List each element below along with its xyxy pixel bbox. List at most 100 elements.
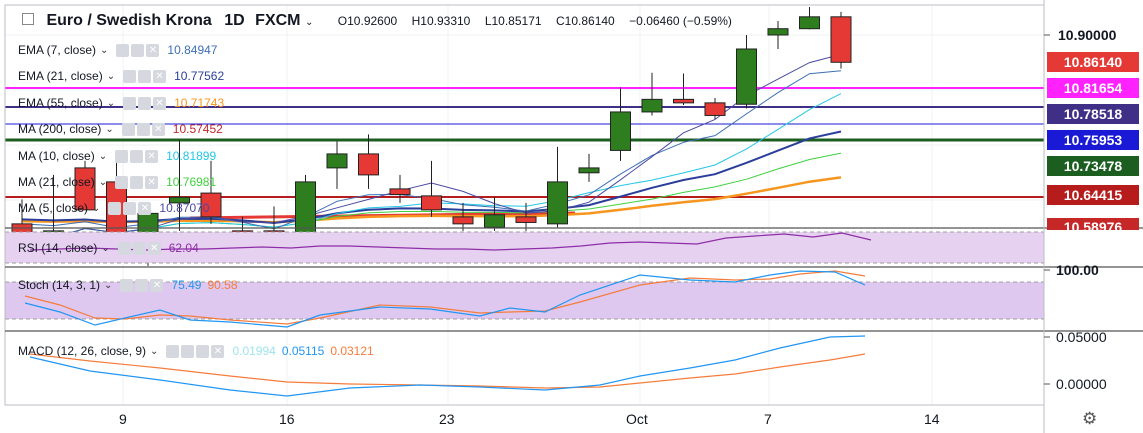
close-icon[interactable]: ✕ bbox=[150, 278, 164, 292]
eye-icon[interactable] bbox=[116, 43, 130, 57]
candle-body bbox=[547, 181, 568, 225]
candle-body bbox=[200, 192, 222, 218]
macd-signal-value: 0.03121 bbox=[330, 344, 374, 358]
collapse-icon[interactable] bbox=[22, 13, 34, 25]
gear-icon[interactable] bbox=[135, 278, 149, 292]
legend-ma200[interactable]: MA (200, close) ⌄ ✕ 10.57452 bbox=[18, 122, 223, 136]
legend-label: MA (10, close) bbox=[18, 149, 95, 163]
time-label: Oct bbox=[626, 411, 648, 427]
gear-icon[interactable] bbox=[136, 122, 150, 136]
eye-icon[interactable] bbox=[115, 149, 129, 163]
close-icon[interactable]: ✕ bbox=[146, 43, 160, 57]
candle-body bbox=[484, 214, 505, 228]
candle-body bbox=[830, 16, 852, 63]
chevron-down-icon[interactable]: ⌄ bbox=[150, 345, 159, 357]
candle-body bbox=[610, 111, 631, 151]
rsi-band bbox=[5, 232, 1044, 263]
open-value: O10.92600 bbox=[337, 14, 398, 28]
close-icon[interactable]: ✕ bbox=[151, 122, 165, 136]
price-badge-extra: 10.58976 bbox=[1047, 218, 1139, 230]
interval-label[interactable]: 1D bbox=[224, 12, 245, 29]
rsi-line bbox=[29, 232, 872, 251]
time-label: 7 bbox=[764, 411, 772, 427]
candle-body bbox=[421, 195, 442, 211]
chevron-down-icon[interactable]: ⌄ bbox=[106, 97, 116, 109]
close-icon[interactable]: ✕ bbox=[147, 241, 161, 255]
chart-header: Euro / Swedish Krona 1D FXCM ⌄ O10.92600… bbox=[22, 12, 732, 30]
price-badge-ema7: 10.81654 bbox=[1047, 78, 1139, 98]
legend-label: MA (200, close) bbox=[18, 122, 102, 136]
gear-icon[interactable] bbox=[138, 69, 152, 83]
symbol-title[interactable]: Euro / Swedish Krona bbox=[46, 12, 212, 29]
legend-ma10[interactable]: MA (10, close) ⌄ ✕ 10.81899 bbox=[18, 149, 216, 163]
stoch-d-line bbox=[24, 270, 866, 325]
eye-icon[interactable] bbox=[108, 201, 122, 215]
eye-icon[interactable] bbox=[123, 96, 137, 110]
eye-icon[interactable] bbox=[123, 69, 137, 83]
legend-value: 10.87070 bbox=[159, 201, 210, 215]
chevron-down-icon[interactable]: ⌄ bbox=[98, 150, 108, 162]
gear-icon[interactable] bbox=[130, 175, 144, 189]
close-icon[interactable]: ✕ bbox=[138, 201, 152, 215]
eye-icon[interactable] bbox=[115, 175, 129, 189]
macd-signal-line bbox=[29, 353, 866, 389]
gear-icon[interactable] bbox=[130, 149, 144, 163]
legend-rsi[interactable]: RSI (14, close) ⌄ ✕ 62.04 bbox=[18, 241, 199, 255]
chevron-down-icon[interactable]: ⌄ bbox=[98, 176, 108, 188]
eye-icon[interactable] bbox=[117, 241, 131, 255]
stoch-d-value: 90.58 bbox=[207, 278, 238, 292]
candle-body bbox=[641, 98, 663, 113]
legend-ma21[interactable]: MA (21, close) ⌄ ✕ 10.76981 bbox=[18, 175, 216, 189]
candle-body bbox=[389, 188, 411, 195]
chevron-down-icon[interactable]: ⌄ bbox=[304, 17, 314, 28]
stoch-pane bbox=[5, 270, 1044, 328]
eye-icon[interactable] bbox=[120, 278, 134, 292]
close-icon[interactable]: ✕ bbox=[153, 96, 167, 110]
stoch-k-line bbox=[24, 270, 866, 328]
legend-value: 10.71743 bbox=[174, 96, 225, 110]
chevron-down-icon[interactable]: ⌄ bbox=[106, 70, 116, 82]
close-icon[interactable]: ✕ bbox=[145, 149, 159, 163]
candle-body bbox=[704, 102, 726, 116]
close-icon[interactable]: ✕ bbox=[145, 175, 159, 189]
chevron-down-icon[interactable]: ⌄ bbox=[101, 242, 110, 254]
macd-tick-upper: 0.05000 bbox=[1056, 329, 1107, 345]
stoch-tick: 100.00 bbox=[1056, 262, 1099, 278]
legend-stoch[interactable]: Stoch (14, 3, 1) ⌄ ✕ 75.49 90.58 bbox=[18, 278, 238, 292]
chevron-down-icon[interactable]: ⌄ bbox=[92, 202, 101, 214]
gear-icon[interactable] bbox=[123, 201, 137, 215]
stoch-band bbox=[5, 282, 1044, 319]
gear-icon[interactable] bbox=[132, 241, 146, 255]
chevron-down-icon[interactable]: ⌄ bbox=[100, 44, 109, 56]
price-badge-ma21: 10.75953 bbox=[1047, 130, 1139, 150]
legend-ma5[interactable]: MA (5, close) ⌄ ✕ 10.87070 bbox=[18, 201, 209, 215]
chevron-down-icon[interactable]: ⌄ bbox=[104, 279, 113, 291]
code-icon[interactable] bbox=[196, 344, 210, 358]
legend-ema7[interactable]: EMA (7, close) ⌄ ✕ 10.84947 bbox=[18, 43, 217, 57]
grid bbox=[5, 5, 1044, 405]
price-badge-ma200: 10.64415 bbox=[1047, 185, 1139, 205]
price-tick: 10.90000 bbox=[1058, 27, 1117, 43]
chevron-down-icon[interactable]: ⌄ bbox=[105, 123, 114, 135]
gear-icon[interactable] bbox=[131, 43, 145, 57]
settings-gear-icon[interactable]: ⚙ bbox=[1082, 409, 1098, 428]
eye-icon[interactable] bbox=[121, 122, 135, 136]
pane-frames bbox=[4, 0, 1143, 433]
close-icon[interactable]: ✕ bbox=[153, 69, 167, 83]
candle-body bbox=[452, 216, 474, 225]
macd-line bbox=[29, 335, 866, 397]
low-value: L10.85171 bbox=[484, 14, 542, 28]
gear-icon[interactable] bbox=[181, 344, 195, 358]
legend-ema21[interactable]: EMA (21, close) ⌄ ✕ 10.77562 bbox=[18, 69, 224, 83]
close-icon[interactable]: ✕ bbox=[211, 344, 225, 358]
close-value: C10.86140 bbox=[556, 14, 615, 28]
legend-ema55[interactable]: EMA (55, close) ⌄ ✕ 10.71743 bbox=[18, 96, 224, 110]
eye-icon[interactable] bbox=[166, 344, 180, 358]
gear-icon[interactable] bbox=[138, 96, 152, 110]
candle-body bbox=[326, 153, 348, 169]
legend-macd[interactable]: MACD (12, 26, close, 9) ⌄ ✕ 0.01994 0.051… bbox=[18, 344, 374, 358]
candle-body bbox=[736, 48, 757, 105]
candle-body bbox=[673, 98, 694, 104]
change-value: −0.06460 (−0.59%) bbox=[629, 14, 732, 28]
